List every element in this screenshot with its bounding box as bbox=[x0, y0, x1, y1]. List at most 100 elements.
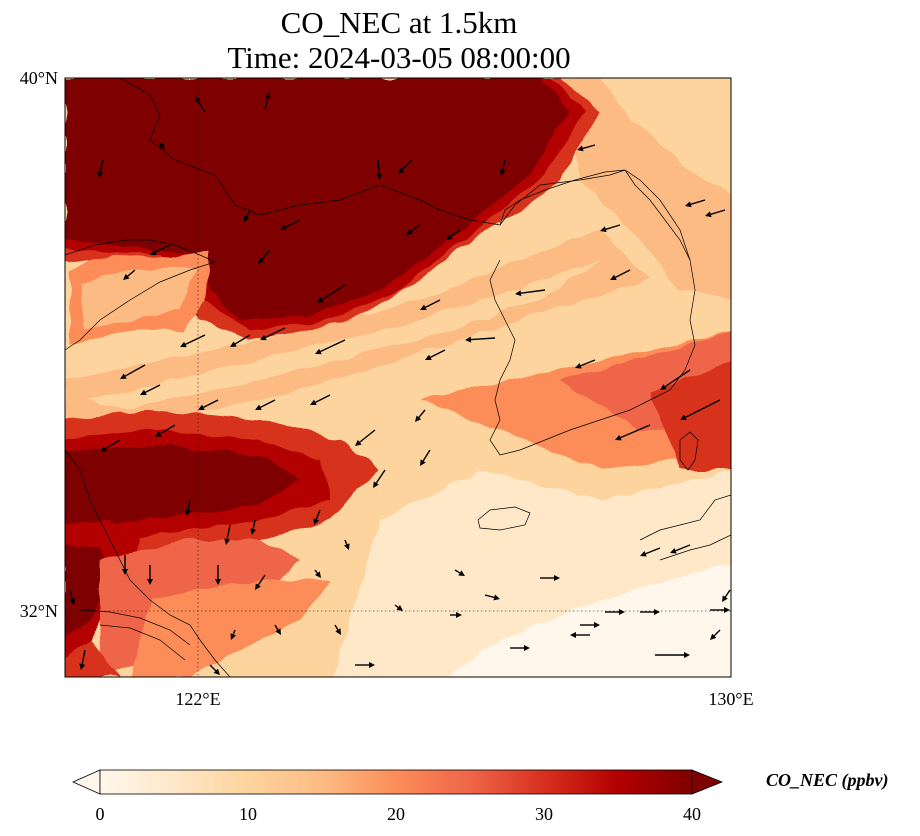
wind-arrow-head bbox=[594, 622, 600, 628]
wind-arrow-head bbox=[640, 550, 647, 557]
wind-arrow-head bbox=[615, 434, 622, 441]
wind-arrow-shaft bbox=[155, 244, 171, 253]
wind-arrow-head bbox=[684, 652, 690, 658]
lon-label-130e: 130°E bbox=[708, 689, 753, 709]
jeju-island bbox=[477, 506, 531, 531]
wind-arrow-head bbox=[420, 304, 427, 310]
wind-arrow-shaft bbox=[401, 159, 413, 171]
wind-arrow-head bbox=[155, 431, 162, 437]
wind-arrow-head bbox=[258, 257, 265, 264]
wind-arrow-head bbox=[458, 570, 465, 576]
wind-arrow-head bbox=[343, 543, 350, 550]
wind-arrow-head bbox=[150, 249, 157, 255]
wind-arrow-shaft bbox=[334, 624, 339, 631]
wind-arrow-head bbox=[619, 609, 625, 615]
tsushima-island bbox=[679, 431, 699, 471]
wind-arrow-shaft bbox=[145, 384, 161, 393]
wind-arrow-head bbox=[415, 415, 422, 422]
wind-arrow-head bbox=[670, 547, 677, 554]
wind-arrow-shaft bbox=[260, 399, 276, 408]
wind-arrow-shaft bbox=[615, 269, 631, 278]
wind-arrow-head bbox=[369, 662, 375, 668]
colorbar-tick-40: 40 bbox=[683, 804, 701, 824]
colorbar: 0 10 20 30 40 bbox=[72, 769, 724, 824]
wind-arrow-head bbox=[420, 459, 426, 466]
gridlines bbox=[65, 78, 731, 677]
wind-arrow-head bbox=[140, 389, 147, 395]
wind-arrow-head bbox=[224, 538, 231, 545]
wind-arrow-shaft bbox=[226, 524, 231, 540]
wind-arrow-head bbox=[554, 575, 560, 581]
wind-arrow-shaft bbox=[232, 629, 236, 635]
wind-arrow-shaft bbox=[124, 364, 146, 377]
wind-arrow-head bbox=[264, 92, 271, 99]
colorbar-tick-20: 20 bbox=[387, 804, 405, 824]
wind-arrow-head bbox=[159, 142, 165, 149]
colorbar-label: CO_NEC (ppbv) bbox=[766, 770, 889, 790]
wind-arrow-head bbox=[499, 169, 506, 176]
wind-arrow-shaft bbox=[69, 589, 74, 600]
wind-arrow-shaft bbox=[315, 394, 331, 403]
wind-arrow-shaft bbox=[713, 629, 721, 637]
wind-arrow-shaft bbox=[470, 337, 496, 341]
wind-arrow-head bbox=[660, 384, 667, 390]
map-title-line2: Time: 2024-03-05 08:00:00 bbox=[227, 40, 571, 75]
wind-arrow-shaft bbox=[418, 409, 426, 418]
wind-arrow-head bbox=[610, 274, 617, 280]
wind-arrow-shaft bbox=[375, 469, 386, 484]
wind-arrow-head bbox=[122, 569, 128, 575]
wind-arrow-shaft bbox=[285, 219, 301, 228]
wind-arrow-shaft bbox=[185, 334, 206, 346]
wind-arrow-shaft bbox=[484, 594, 495, 599]
map-title-line1: CO_NEC at 1.5km bbox=[280, 5, 518, 40]
wind-arrow-head bbox=[575, 362, 582, 369]
shandong-coast bbox=[65, 239, 216, 351]
wind-arrow-head bbox=[722, 595, 728, 602]
colorbar-tick-0: 0 bbox=[96, 804, 105, 824]
wind-arrow-head bbox=[315, 348, 322, 355]
wind-arrow-shaft bbox=[257, 574, 266, 586]
lat-label-40n: 40°N bbox=[20, 68, 58, 88]
wind-arrow-head bbox=[315, 571, 321, 578]
wind-arrow-shaft bbox=[197, 100, 206, 113]
wind-arrow-head bbox=[680, 414, 687, 420]
wind-arrow-shaft bbox=[315, 509, 321, 520]
wind-arrow-head bbox=[600, 226, 607, 233]
wind-arrow-shaft bbox=[605, 224, 621, 230]
wind-arrow-head bbox=[280, 224, 287, 230]
wind-arrow-head bbox=[456, 612, 462, 618]
wind-arrow-shaft bbox=[246, 209, 251, 217]
wind-arrow-head bbox=[255, 404, 262, 410]
wind-arrow-shaft bbox=[450, 229, 461, 238]
wind-arrow-head bbox=[446, 234, 453, 240]
wind-arrow-shaft bbox=[724, 589, 731, 598]
wind-arrow-head bbox=[335, 628, 341, 635]
wind-arrow-head bbox=[465, 336, 472, 343]
colorbar-extend-min bbox=[72, 769, 101, 795]
wind-arrow-shaft bbox=[203, 399, 219, 408]
colorbar-extend-max bbox=[691, 769, 724, 795]
wind-arrow-shaft bbox=[685, 399, 721, 418]
wind-arrow-head bbox=[398, 167, 405, 174]
wind-arrow-shaft bbox=[314, 569, 318, 574]
wind-arrow-head bbox=[425, 354, 432, 360]
wind-arrow-shaft bbox=[580, 359, 596, 367]
wind-arrow-head bbox=[355, 439, 362, 446]
wind-arrow-shaft bbox=[710, 209, 726, 215]
wind-arrow-shaft bbox=[264, 97, 269, 111]
wind-arrow-head bbox=[515, 290, 522, 297]
wind-arrow-shaft bbox=[359, 429, 376, 443]
wind-arrow-head bbox=[215, 579, 221, 585]
wind-arrow-shaft bbox=[620, 424, 651, 439]
map-frame bbox=[64, 77, 732, 678]
wind-arrow-shaft bbox=[377, 159, 381, 175]
wind-arrow-head bbox=[317, 297, 324, 303]
wind-arrow-head bbox=[685, 201, 692, 208]
wind-arrow-head bbox=[100, 446, 107, 452]
wind-arrow-shaft bbox=[127, 269, 136, 277]
wind-arrow-head bbox=[244, 215, 250, 222]
wind-arrow-shaft bbox=[520, 289, 546, 294]
wind-arrow-shaft bbox=[454, 569, 461, 574]
wind-arrow-head bbox=[185, 509, 192, 516]
